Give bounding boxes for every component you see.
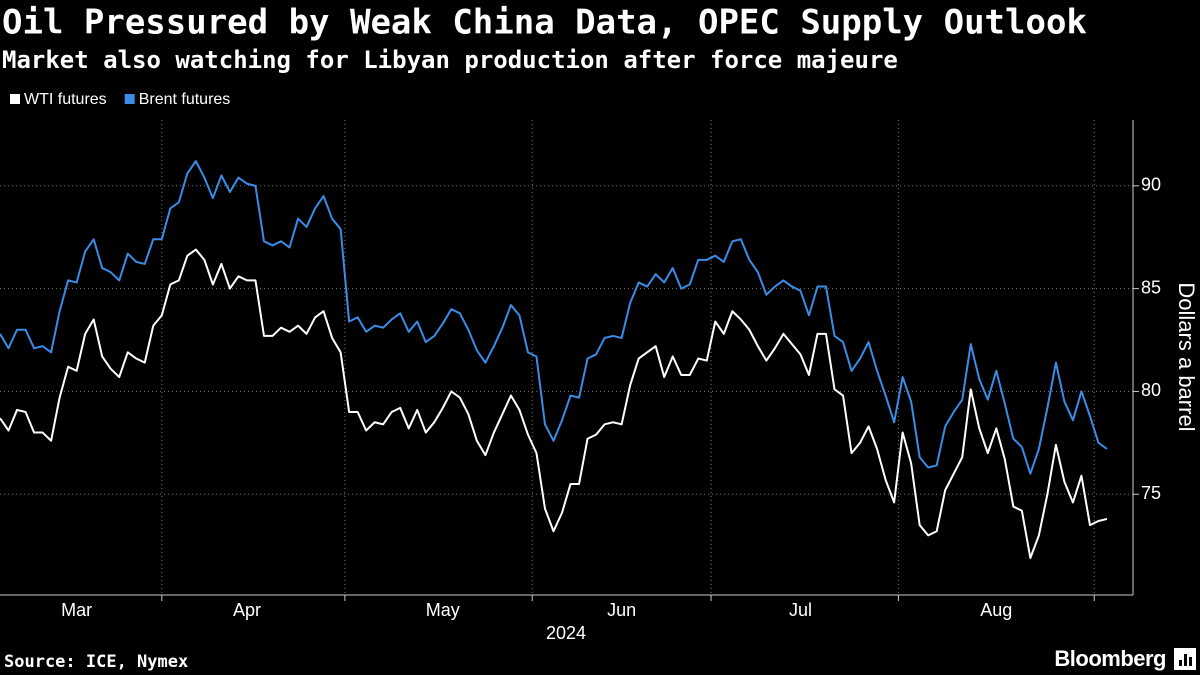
x-tick-label: Jul [789, 600, 812, 620]
legend-label: Brent futures [139, 91, 231, 108]
x-tick-label: Aug [980, 600, 1012, 620]
y-tick-label: 80 [1141, 380, 1161, 400]
y-axis-label: Dollars a barrel [1174, 282, 1199, 431]
legend-swatch [10, 94, 20, 104]
x-tick-label: Apr [233, 600, 261, 620]
y-tick-label: 90 [1141, 175, 1161, 195]
chart-subtitle: Market also watching for Libyan producti… [2, 46, 898, 74]
x-tick-label: Mar [61, 600, 92, 620]
legend-label: WTI futures [24, 91, 107, 108]
y-tick-label: 85 [1141, 277, 1161, 297]
y-tick-label: 75 [1141, 483, 1161, 503]
x-tick-label: May [426, 600, 460, 620]
line-series [0, 160, 1108, 475]
brand-icon [1174, 648, 1196, 670]
source: Source: ICE, Nymex [4, 652, 188, 672]
legend-swatch [124, 94, 135, 104]
line-series [0, 248, 1108, 559]
x-tick-label: Jun [607, 600, 636, 620]
x-axis-label: 2024 [546, 623, 586, 643]
brand: Bloomberg [1054, 646, 1166, 671]
chart-title: Oil Pressured by Weak China Data, OPEC S… [2, 3, 1087, 43]
